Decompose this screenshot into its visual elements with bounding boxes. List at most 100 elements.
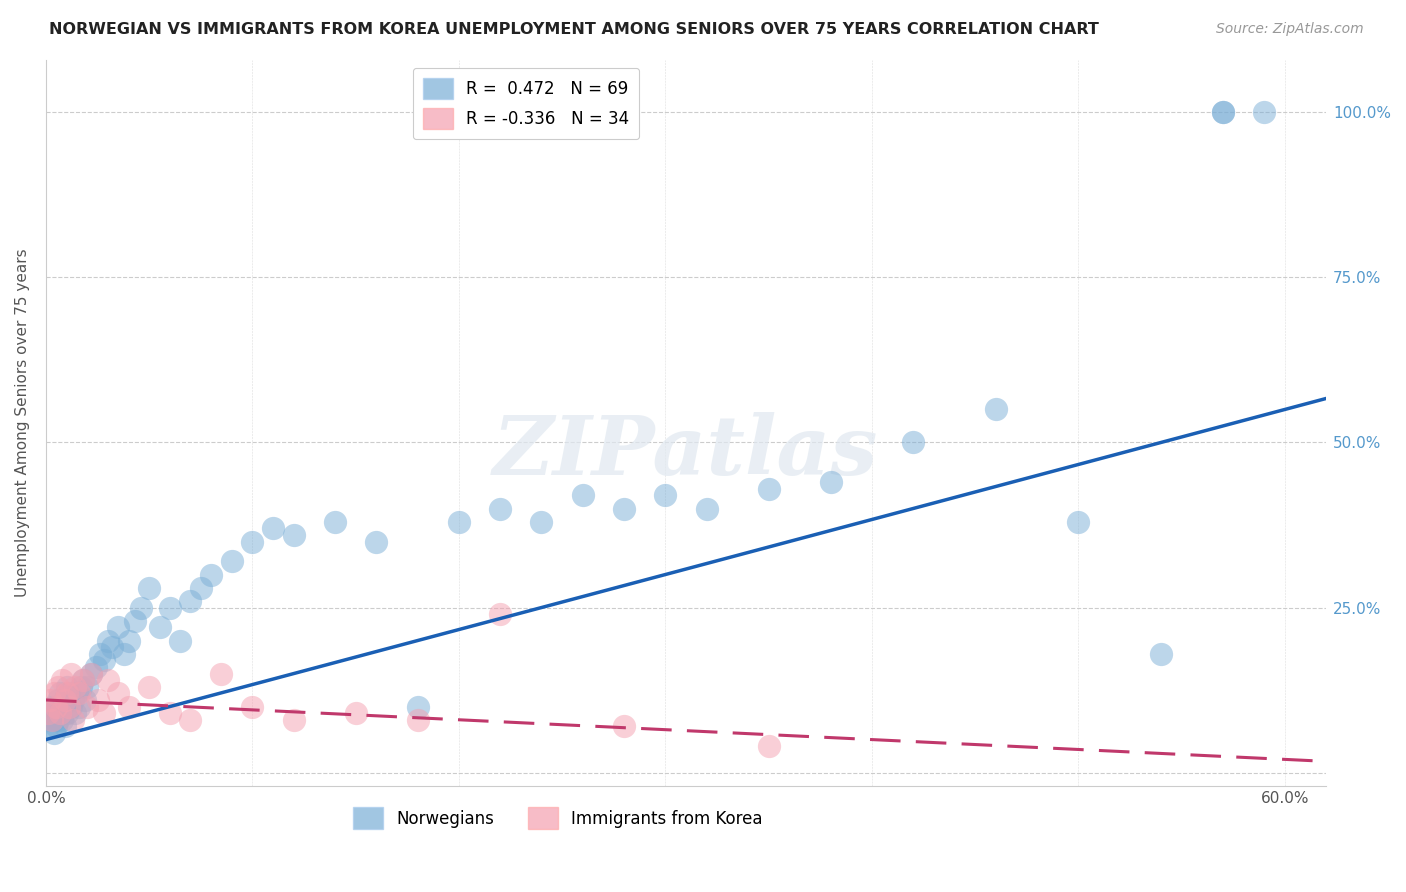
Point [44, 726, 66, 740]
Point [75, 693, 97, 707]
Point [93, 653, 115, 667]
Point [97, 633, 120, 648]
Point [190, 581, 212, 595]
Point [211, 666, 233, 681]
Point [117, 633, 139, 648]
Point [48, 693, 70, 707]
Point [654, 488, 676, 502]
Point [55, 680, 77, 694]
Point [39, 693, 62, 707]
Point [48, 680, 70, 694]
Point [283, 528, 305, 542]
Point [49, 706, 72, 721]
Point [97, 673, 120, 688]
Text: ZIPatlas: ZIPatlas [494, 412, 879, 491]
Point [62, 713, 84, 727]
Point [67, 699, 90, 714]
Point [45, 699, 67, 714]
Point [62, 693, 84, 707]
Point [901, 435, 924, 450]
Point [55, 706, 77, 721]
Point [44, 713, 66, 727]
Point [63, 706, 86, 721]
Text: NORWEGIAN VS IMMIGRANTS FROM KOREA UNEMPLOYMENT AMONG SENIORS OVER 75 YEARS CORR: NORWEGIAN VS IMMIGRANTS FROM KOREA UNEMP… [49, 22, 1099, 37]
Point [101, 640, 124, 655]
Point [613, 501, 636, 516]
Point [530, 515, 553, 529]
Point [45, 699, 67, 714]
Point [89, 647, 111, 661]
Point [76, 699, 98, 714]
Point [67, 686, 90, 700]
Point [169, 633, 191, 648]
Point [179, 713, 201, 727]
Point [262, 521, 284, 535]
Point [124, 614, 146, 628]
Point [1212, 105, 1234, 120]
Point [1067, 515, 1090, 529]
Legend: Norwegians, Immigrants from Korea: Norwegians, Immigrants from Korea [347, 801, 769, 836]
Point [53, 719, 76, 733]
Point [138, 680, 160, 694]
Point [107, 686, 129, 700]
Point [53, 693, 76, 707]
Point [51, 673, 73, 688]
Point [221, 554, 243, 568]
Point [37, 719, 59, 733]
Point [159, 706, 181, 721]
Point [406, 713, 429, 727]
Point [344, 706, 367, 721]
Point [72, 673, 94, 688]
Point [49, 706, 72, 721]
Point [55, 686, 77, 700]
Point [758, 482, 780, 496]
Point [820, 475, 842, 489]
Point [366, 534, 388, 549]
Point [489, 501, 512, 516]
Point [41, 713, 63, 727]
Point [117, 699, 139, 714]
Point [41, 706, 63, 721]
Point [489, 607, 512, 622]
Point [45, 719, 67, 733]
Point [84, 660, 107, 674]
Point [37, 706, 59, 721]
Point [49, 686, 72, 700]
Point [51, 699, 73, 714]
Point [59, 699, 82, 714]
Point [80, 666, 103, 681]
Point [148, 620, 170, 634]
Point [696, 501, 718, 516]
Point [70, 680, 93, 694]
Point [58, 699, 80, 714]
Y-axis label: Unemployment Among Seniors over 75 years: Unemployment Among Seniors over 75 years [15, 248, 30, 597]
Point [93, 706, 115, 721]
Point [63, 680, 86, 694]
Point [107, 620, 129, 634]
Point [159, 600, 181, 615]
Point [76, 680, 98, 694]
Point [129, 600, 152, 615]
Point [72, 673, 94, 688]
Point [112, 647, 135, 661]
Point [66, 686, 89, 700]
Point [86, 693, 108, 707]
Point [138, 581, 160, 595]
Point [758, 739, 780, 754]
Point [59, 666, 82, 681]
Point [447, 515, 470, 529]
Point [58, 686, 80, 700]
Point [1150, 647, 1173, 661]
Point [242, 534, 264, 549]
Point [80, 666, 103, 681]
Point [44, 686, 66, 700]
Point [51, 713, 73, 727]
Point [984, 402, 1007, 417]
Point [613, 719, 636, 733]
Point [406, 699, 429, 714]
Point [571, 488, 593, 502]
Point [1253, 105, 1275, 120]
Text: Source: ZipAtlas.com: Source: ZipAtlas.com [1216, 22, 1364, 37]
Point [53, 693, 76, 707]
Point [179, 594, 201, 608]
